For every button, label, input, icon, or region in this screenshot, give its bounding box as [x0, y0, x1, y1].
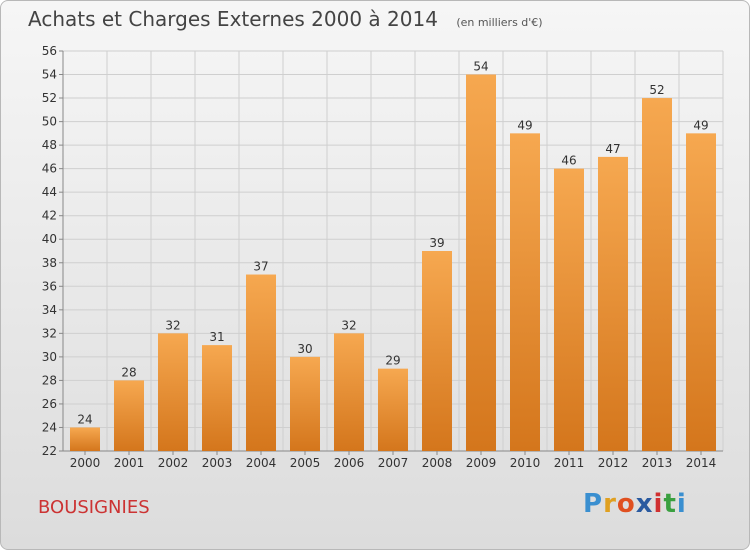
logo-letter: t	[663, 489, 677, 519]
data-label: 47	[605, 142, 620, 156]
x-tick-label: 2003	[202, 456, 233, 470]
logo-letter: x	[635, 489, 654, 519]
data-label: 39	[429, 236, 444, 250]
chart-title-text: Achats et Charges Externes 2000 à 2014	[28, 7, 438, 31]
data-label: 49	[693, 118, 708, 132]
y-tick-label: 54	[42, 68, 57, 82]
bar	[70, 427, 100, 451]
x-tick-label: 2005	[290, 456, 321, 470]
data-label: 37	[253, 260, 268, 274]
bar	[642, 98, 672, 451]
y-tick-label: 42	[42, 209, 57, 223]
bar	[290, 356, 320, 451]
chart-title: Achats et Charges Externes 2000 à 2014 (…	[28, 7, 543, 31]
logo-letter: o	[616, 489, 636, 519]
x-tick-label: 2006	[334, 456, 365, 470]
x-tick-label: 2000	[70, 456, 101, 470]
proxiti-logo[interactable]: Proxiti	[583, 489, 687, 519]
logo-letter: i	[676, 489, 687, 519]
logo-letter: i	[653, 489, 664, 519]
bars	[70, 74, 716, 451]
data-label: 32	[165, 318, 180, 332]
y-tick-label: 22	[42, 444, 57, 458]
y-tick-label: 56	[42, 44, 57, 58]
bar	[598, 156, 628, 451]
data-labels: 24 28 32 31 37 30 32 29 39 54 49 46 47 52 49	[77, 60, 708, 427]
y-tick-label: 28	[42, 373, 57, 387]
x-tick-label: 2009	[466, 456, 497, 470]
chart-subtitle: (en milliers d'€)	[456, 16, 543, 29]
y-tick-label: 30	[42, 350, 57, 364]
y-tick-label: 36	[42, 279, 57, 293]
x-tick-label: 2011	[554, 456, 585, 470]
place-name: BOUSIGNIES	[38, 497, 150, 518]
x-tick-label: 2001	[114, 456, 145, 470]
x-tick-label: 2013	[642, 456, 673, 470]
x-tick-label: 2002	[158, 456, 189, 470]
x-tick-label: 2007	[378, 456, 409, 470]
bar	[510, 133, 540, 451]
bar	[158, 333, 188, 451]
bar	[246, 274, 276, 451]
x-tick-label: 2012	[598, 456, 629, 470]
data-label: 24	[77, 412, 92, 426]
bar	[334, 333, 364, 451]
x-tick-label: 2014	[686, 456, 717, 470]
data-label: 46	[561, 154, 576, 168]
bar	[114, 380, 144, 451]
logo-letter: r	[603, 489, 617, 519]
data-label: 30	[297, 342, 312, 356]
y-tick-label: 46	[42, 162, 57, 176]
x-tick-label: 2004	[246, 456, 277, 470]
axes: 22 24 26 28 30 32 34 36 38 40 42 44 46 48 50 52 54 56 2000…	[42, 44, 723, 470]
y-tick-label: 24	[42, 420, 57, 434]
y-tick-label: 38	[42, 256, 57, 270]
y-tick-label: 52	[42, 91, 57, 105]
data-label: 49	[517, 118, 532, 132]
bar	[466, 74, 496, 451]
bar	[686, 133, 716, 451]
y-tick-label: 32	[42, 326, 57, 340]
bar	[422, 251, 452, 451]
logo-letter: P	[583, 489, 604, 519]
data-label: 29	[385, 354, 400, 368]
y-tick-label: 26	[42, 397, 57, 411]
y-tick-label: 44	[42, 185, 57, 199]
bar	[378, 368, 408, 451]
bar	[554, 168, 584, 451]
bar	[202, 345, 232, 451]
data-label: 28	[121, 365, 136, 379]
y-tick-label: 48	[42, 138, 57, 152]
y-tick-label: 40	[42, 232, 57, 246]
y-tick-label: 50	[42, 115, 57, 129]
data-label: 31	[209, 330, 224, 344]
data-label: 52	[649, 83, 664, 97]
data-label: 54	[473, 60, 488, 74]
x-tick-label: 2010	[510, 456, 541, 470]
data-label: 32	[341, 318, 356, 332]
y-tick-label: 34	[42, 303, 57, 317]
x-tick-label: 2008	[422, 456, 453, 470]
